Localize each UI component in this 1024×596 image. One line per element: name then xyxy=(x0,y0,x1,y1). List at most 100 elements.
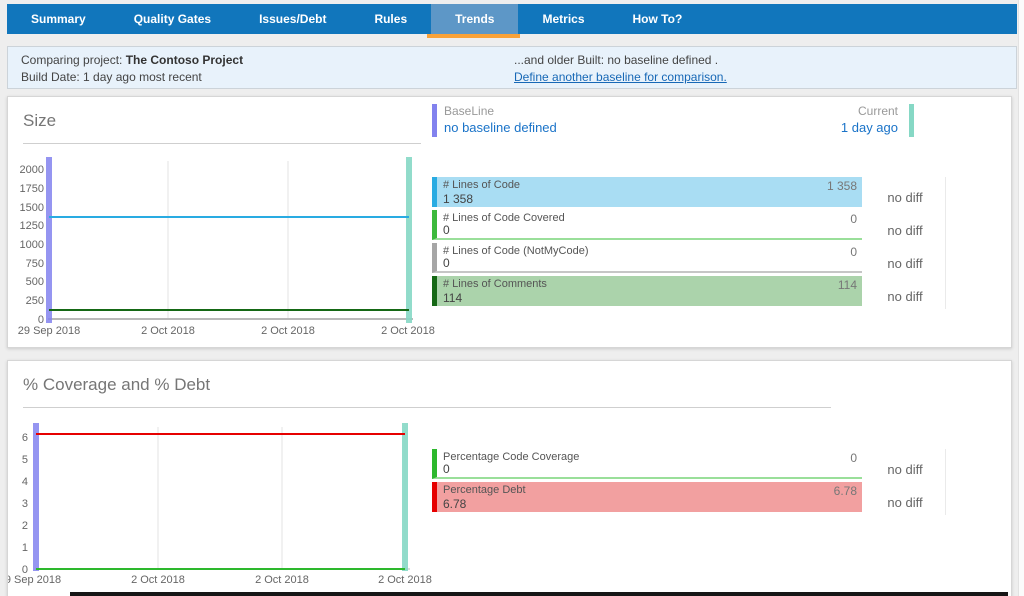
y-tick: 3 xyxy=(22,498,28,510)
y-tick: 1000 xyxy=(20,239,44,251)
define-baseline-link[interactable]: Define another baseline for comparison. xyxy=(514,70,727,84)
metric-diff: no diff xyxy=(887,289,923,304)
y-tick: 4 xyxy=(22,476,28,488)
comparison-info-left: Comparing project: The Contoso Project B… xyxy=(8,47,512,88)
scrollbar-track[interactable] xyxy=(1018,0,1024,596)
metric-name: # Lines of Code Covered xyxy=(443,212,565,224)
metric-value: 6.78 xyxy=(443,497,467,511)
tab-quality-gates[interactable]: Quality Gates xyxy=(133,12,212,26)
metric-bar[interactable]: # Lines of Code (NotMyCode) 0 0 xyxy=(432,243,862,273)
metric-value: 114 xyxy=(443,291,463,305)
y-tick: 1 xyxy=(22,542,28,554)
metric-bar[interactable]: Percentage Code Coverage 0 0 xyxy=(432,449,862,479)
baseline-label: BaseLine xyxy=(444,104,495,118)
metric-diff: no diff xyxy=(887,190,923,205)
x-tick: 2 Oct 2018 xyxy=(141,325,195,337)
x-tick: 2 Oct 2018 xyxy=(131,574,185,586)
x-tick: 2 Oct 2018 xyxy=(378,574,432,586)
size-panel-title: Size xyxy=(23,111,57,130)
tab-summary[interactable]: Summary xyxy=(31,12,86,26)
metric-right-value: 0 xyxy=(850,212,857,226)
build-date-line: Build Date: 1 day ago most recent xyxy=(21,70,202,84)
metric-right-value: 6.78 xyxy=(833,484,857,498)
metric-value: 0 xyxy=(443,223,450,237)
current-label: Current xyxy=(857,104,898,118)
current-block: Current 1 day ago xyxy=(818,103,898,136)
baseline-value: no baseline defined xyxy=(444,120,557,135)
metric-right-value: 1 358 xyxy=(826,179,857,193)
tab-trends[interactable]: Trends xyxy=(427,4,521,38)
tab-metrics[interactable]: Metrics xyxy=(542,12,585,26)
y-tick: 1250 xyxy=(20,220,44,232)
metric-value: 0 xyxy=(443,256,450,270)
metric-value: 0 xyxy=(443,462,450,476)
tab-how-to[interactable]: How To? xyxy=(632,12,683,26)
metric-name: Percentage Code Coverage xyxy=(443,451,580,463)
y-tick: 1500 xyxy=(20,202,44,214)
metric-row-percentage-coverage: Percentage Code Coverage 0 0 no diff xyxy=(432,449,945,479)
metric-row-percentage-debt: Percentage Debt 6.78 6.78 no diff xyxy=(432,482,945,512)
baseline-block: BaseLine no baseline defined xyxy=(444,103,557,136)
metric-name: # Lines of Code xyxy=(443,179,521,191)
metric-diff: no diff xyxy=(887,462,923,477)
coverage-title-rule xyxy=(23,407,831,408)
comparing-project-line: Comparing project: The Contoso Project xyxy=(21,52,512,69)
metric-row-lines-of-comments: # Lines of Comments 114 114 no diff xyxy=(432,276,945,306)
current-color-bar xyxy=(909,104,914,137)
project-name: The Contoso Project xyxy=(125,53,244,67)
coverage-debt-panel: % Coverage and % Debt 0 1 2 3 4 5 6 9 xyxy=(7,360,1012,596)
metric-bar[interactable]: # Lines of Code Covered 0 0 xyxy=(432,210,862,240)
current-band xyxy=(406,157,412,323)
size-chart: 0 250 500 750 1000 1250 1500 1750 2000 2… xyxy=(18,157,435,337)
baseline-color-bar xyxy=(432,104,437,137)
metric-diff: no diff xyxy=(887,495,923,510)
metric-diff: no diff xyxy=(887,223,923,238)
size-title-rule xyxy=(23,143,421,144)
x-tick: 2 Oct 2018 xyxy=(381,325,435,337)
comparison-info-right: ...and older Built: no baseline defined … xyxy=(512,47,1016,88)
baseline-band xyxy=(33,423,39,571)
comparing-prefix: Comparing project: xyxy=(21,53,126,67)
x-tick: 9 Sep 2018 xyxy=(8,574,61,586)
y-tick: 2 xyxy=(22,520,28,532)
metric-row-notmycode: # Lines of Code (NotMyCode) 0 0 no diff xyxy=(432,243,945,273)
bottom-window-edge xyxy=(70,592,1008,596)
metric-value: 1 358 xyxy=(443,192,474,206)
x-tick: 2 Oct 2018 xyxy=(255,574,309,586)
top-nav: Summary Quality Gates Issues/Debt Rules … xyxy=(7,4,1017,38)
y-tick: 0 xyxy=(22,564,28,576)
metric-right-value: 114 xyxy=(837,278,857,292)
metric-right-value: 0 xyxy=(850,451,857,465)
current-band xyxy=(402,423,408,571)
older-built-line: ...and older Built: no baseline defined … xyxy=(514,53,719,67)
x-tick: 2 Oct 2018 xyxy=(261,325,315,337)
metric-row-lines-of-code: # Lines of Code 1 358 1 358 no diff xyxy=(432,177,945,207)
y-tick: 500 xyxy=(26,276,44,288)
coverage-panel-title: % Coverage and % Debt xyxy=(23,375,211,394)
baseline-band xyxy=(46,157,52,323)
metric-right-value: 0 xyxy=(850,245,857,259)
size-panel: Size BaseLine no baseline defined Curren… xyxy=(7,96,1012,348)
tab-rules[interactable]: Rules xyxy=(374,12,408,26)
metric-row-lines-covered: # Lines of Code Covered 0 0 no diff xyxy=(432,210,945,240)
metric-name: # Lines of Code (NotMyCode) xyxy=(443,245,589,257)
metric-name: Percentage Debt xyxy=(443,484,526,496)
y-tick: 1750 xyxy=(20,183,44,195)
x-tick: 29 Sep 2018 xyxy=(18,325,80,337)
tab-issues-debt[interactable]: Issues/Debt xyxy=(259,12,327,26)
metric-bar[interactable]: Percentage Debt 6.78 6.78 xyxy=(432,482,862,512)
metric-bar[interactable]: # Lines of Code 1 358 1 358 xyxy=(432,177,862,207)
metric-diff: no diff xyxy=(887,256,923,271)
metric-bar[interactable]: # Lines of Comments 114 114 xyxy=(432,276,862,306)
y-tick: 250 xyxy=(26,295,44,307)
current-value: 1 day ago xyxy=(840,120,898,135)
y-tick: 0 xyxy=(38,314,44,326)
coverage-metrics-legend: Percentage Code Coverage 0 0 no diff Per… xyxy=(432,449,946,515)
y-tick: 750 xyxy=(26,258,44,270)
size-metrics-legend: # Lines of Code 1 358 1 358 no diff # Li… xyxy=(432,177,946,309)
metric-name: # Lines of Comments xyxy=(443,278,547,290)
y-tick: 5 xyxy=(22,454,28,466)
y-tick: 2000 xyxy=(20,164,44,176)
comparison-info-bar: Comparing project: The Contoso Project B… xyxy=(7,46,1017,89)
